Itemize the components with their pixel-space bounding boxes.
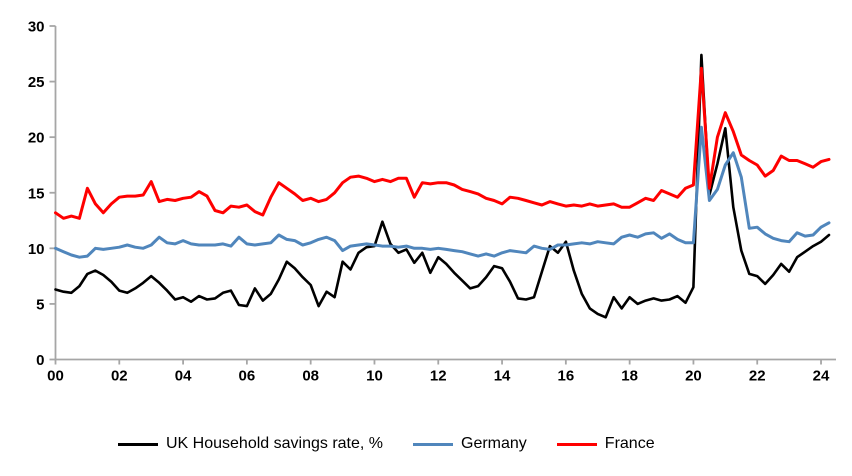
x-tick-label: 24: [813, 368, 830, 385]
y-tick-label: 20: [28, 130, 45, 147]
germany-line-swatch: [413, 442, 453, 446]
france-line-swatch: [556, 442, 597, 446]
germany-series-line: [54, 125, 831, 259]
legend-label-france: France: [604, 435, 655, 452]
x-tick-label: 06: [239, 368, 256, 385]
x-tick-label: 02: [111, 368, 128, 385]
x-tick-label: 10: [366, 368, 383, 385]
x-tick-label: 08: [302, 368, 319, 385]
legend: UK Household savings rate, % Germany Fra…: [0, 424, 852, 464]
legend-item-germany: Germany: [413, 435, 527, 453]
x-tick-label: 04: [175, 368, 192, 385]
legend-label-germany: Germany: [461, 435, 527, 452]
y-tick-label: 5: [36, 296, 44, 313]
x-tick-label: 00: [47, 368, 64, 385]
x-tick-label: 20: [685, 368, 702, 385]
y-tick-label: 25: [28, 74, 45, 91]
uk-line-swatch: [118, 442, 158, 446]
legend-label-uk: UK Household savings rate, %: [166, 435, 383, 452]
x-tick-label: 12: [430, 368, 447, 385]
legend-item-uk: UK Household savings rate, %: [118, 435, 383, 453]
x-tick-label: 16: [558, 368, 575, 385]
x-tick-label: 18: [621, 368, 638, 385]
plot-area: 0 5 10 15 20 25 30 00 02 04 06 08 10 12 14 16 18 20 22 24: [28, 19, 836, 385]
y-tick-label: 10: [28, 241, 45, 258]
legend-item-france: France: [556, 435, 655, 453]
y-tick-label: 30: [28, 19, 45, 36]
x-tick-label: 22: [749, 368, 766, 385]
y-tick-label: 0: [36, 352, 44, 369]
y-tick-label: 15: [28, 185, 45, 202]
france-series-line: [54, 66, 831, 220]
uk-series-line: [54, 53, 831, 319]
x-tick-label: 14: [494, 368, 511, 385]
